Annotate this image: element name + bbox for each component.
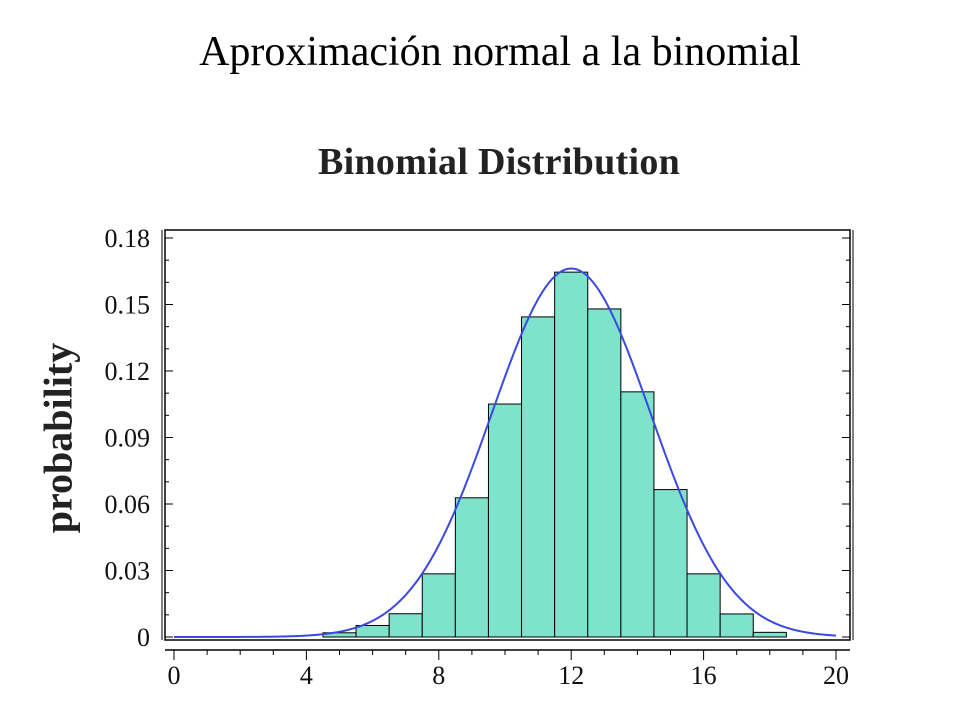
y-tick-label: 0.18: [105, 224, 151, 253]
bars-group: [322, 271, 787, 638]
x-tick-label: 8: [432, 661, 445, 690]
bar-11: [521, 316, 556, 638]
x-tick-label: 12: [558, 661, 584, 690]
bar-12: [554, 271, 589, 638]
bar-13: [587, 308, 622, 638]
x-tick-label: 20: [823, 661, 849, 690]
y-tick-label: 0.09: [105, 424, 151, 453]
normal-curve: [174, 267, 837, 638]
bar-16: [686, 573, 721, 638]
bar-14: [620, 391, 655, 638]
x-tick-label: 16: [691, 661, 717, 690]
plot-frame: [164, 229, 851, 641]
chart-title: Binomial Distribution: [318, 141, 681, 183]
bar-7: [388, 613, 423, 638]
x-tick-label: 0: [168, 661, 181, 690]
bar-8: [421, 573, 456, 638]
y-tick-label: 0.12: [105, 357, 151, 386]
bar-6: [355, 624, 390, 638]
y-tick-label: 0: [137, 623, 150, 652]
y-tick-label: 0.15: [105, 291, 151, 320]
axes-group: 0 4 8 12 16 20 0 0.03 0.06 0.09 0.12 0.15 0.18: [105, 224, 854, 690]
bar-18: [752, 631, 787, 638]
bar-9: [454, 497, 489, 638]
y-tick-label: 0.06: [105, 490, 151, 519]
y-tick-label: 0.03: [105, 557, 151, 586]
bar-10: [487, 403, 523, 638]
bar-15: [653, 489, 688, 638]
x-tick-label: 4: [300, 661, 313, 690]
bar-17: [719, 613, 754, 638]
slide-title: Aproximación normal a la binomial: [199, 29, 801, 75]
